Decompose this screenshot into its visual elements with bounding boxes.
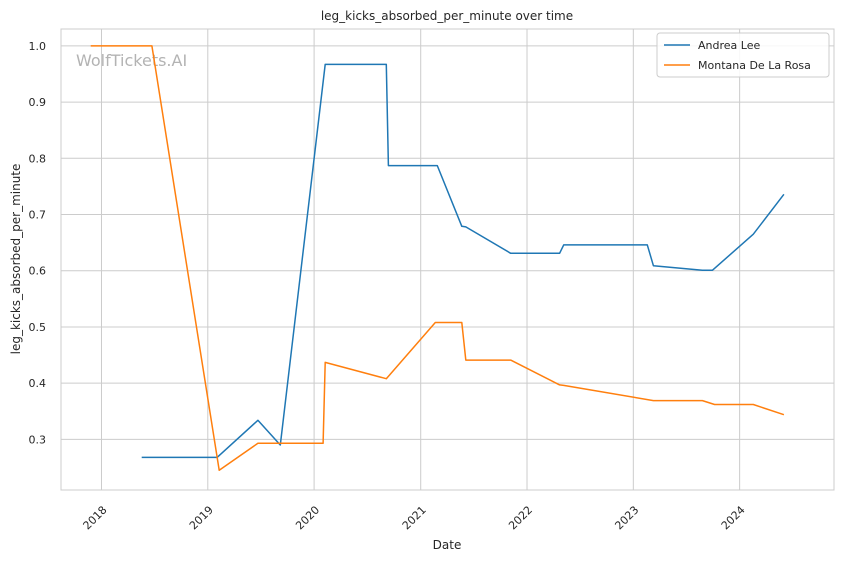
chart-title: leg_kicks_absorbed_per_minute over time	[321, 9, 573, 23]
y-tick-label: 0.3	[29, 433, 47, 446]
y-tick-label: 0.6	[29, 265, 47, 278]
x-tick-label: 2018	[81, 503, 110, 532]
x-tick-label: 2022	[506, 503, 535, 532]
y-tick-label: 0.9	[29, 96, 47, 109]
plot-frame	[60, 28, 835, 491]
y-axis-label: leg_kicks_absorbed_per_minute	[9, 164, 23, 355]
x-tick-label: 2024	[719, 503, 748, 532]
x-tick-label: 2020	[293, 503, 322, 532]
x-tick-label: 2023	[612, 503, 641, 532]
x-tick-label: 2021	[400, 503, 429, 532]
series-lines	[90, 45, 785, 472]
series-line-andrea-lee	[141, 63, 785, 459]
y-tick-label: 0.8	[29, 152, 47, 165]
x-tick-label: 2019	[187, 503, 216, 532]
x-axis-label: Date	[433, 538, 462, 552]
y-tick-label: 1.0	[29, 40, 47, 53]
y-tick-label: 0.7	[29, 209, 47, 222]
y-tick-label: 0.4	[29, 377, 47, 390]
legend-label: Montana De La Rosa	[698, 59, 811, 72]
y-tick-label: 0.5	[29, 321, 47, 334]
legend-box	[656, 32, 830, 78]
legend-label: Andrea Lee	[698, 39, 760, 52]
legend: Andrea Lee Montana De La Rosa	[656, 32, 830, 78]
watermark-text: WolfTickets.AI	[76, 51, 187, 70]
series-line-montana-de-la-rosa	[90, 45, 785, 472]
axis-ticks: 2018 2019 2020 2021 2022 2023 2024 0.3 0.4 0.5 0.6…	[29, 40, 748, 533]
grid	[61, 29, 834, 490]
